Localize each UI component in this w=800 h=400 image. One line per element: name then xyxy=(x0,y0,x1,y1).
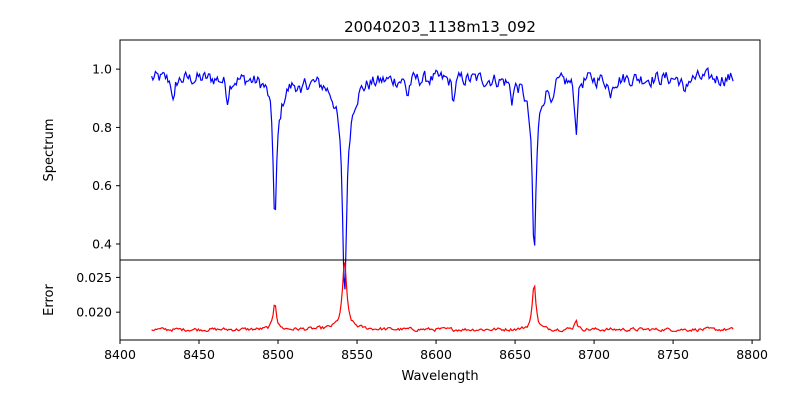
spectrum-ylabel: Spectrum xyxy=(42,119,57,182)
x-tick-label: 8550 xyxy=(341,347,373,362)
error-ytick-label: 0.025 xyxy=(76,270,112,285)
spectrum-ytick-label: 0.6 xyxy=(92,178,112,193)
x-tick-label: 8400 xyxy=(104,347,136,362)
spectrum-ytick-label: 0.4 xyxy=(92,236,112,251)
x-tick-label: 8800 xyxy=(736,347,768,362)
spectrum-line xyxy=(151,67,734,290)
error-ylabel: Error xyxy=(42,284,57,316)
error-y-axis: 0.020 0.025 xyxy=(76,270,120,320)
chart-title: 20040203_1138m13_092 xyxy=(344,18,536,37)
error-line xyxy=(151,262,734,333)
x-axis: 8400 8450 8500 8550 8600 8650 8700 8750 8800 xyxy=(104,340,768,362)
x-tick-label: 8500 xyxy=(262,347,294,362)
x-tick-label: 8450 xyxy=(183,347,215,362)
error-panel: 0.020 0.025 Error xyxy=(42,259,761,341)
x-tick-label: 8750 xyxy=(657,347,689,362)
x-tick-label: 8600 xyxy=(420,347,452,362)
error-plot-area xyxy=(151,262,734,333)
x-tick-label: 8650 xyxy=(499,347,531,362)
spectrum-ytick-label: 0.8 xyxy=(92,120,112,135)
error-ytick-label: 0.020 xyxy=(76,305,112,320)
x-axis-label: Wavelength xyxy=(401,369,478,384)
spectrum-y-axis: 0.4 0.6 0.8 1.0 xyxy=(92,62,120,251)
x-tick-label: 8700 xyxy=(578,347,610,362)
spectrum-plot-area xyxy=(151,67,734,290)
spectrum-ytick-label: 1.0 xyxy=(92,62,112,77)
error-frame xyxy=(119,259,761,341)
